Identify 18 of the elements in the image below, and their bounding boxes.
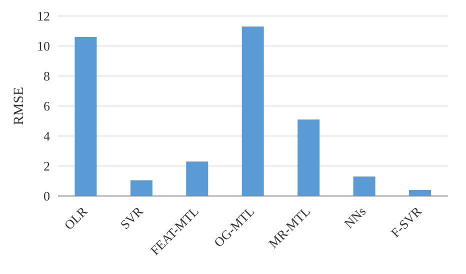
bar <box>242 26 264 196</box>
y-tick-label: 10 <box>37 38 50 54</box>
y-tick-label: 0 <box>44 188 50 204</box>
x-tick-label: OLR <box>61 203 90 233</box>
bar <box>298 120 320 196</box>
bar <box>74 37 97 196</box>
x-tick-label: NNs <box>341 204 369 232</box>
bar <box>353 176 376 196</box>
y-tick-label: 8 <box>44 68 50 84</box>
y-axis-title: RMSE <box>12 86 27 126</box>
y-tick-label: 12 <box>37 8 50 24</box>
x-tick-label: SVR <box>117 203 146 232</box>
bar <box>186 162 208 196</box>
y-tick-label: 4 <box>44 128 50 144</box>
y-tick-label: 2 <box>44 158 50 174</box>
y-tick-label: 6 <box>44 98 50 114</box>
bar <box>409 190 431 196</box>
bar <box>130 180 152 196</box>
